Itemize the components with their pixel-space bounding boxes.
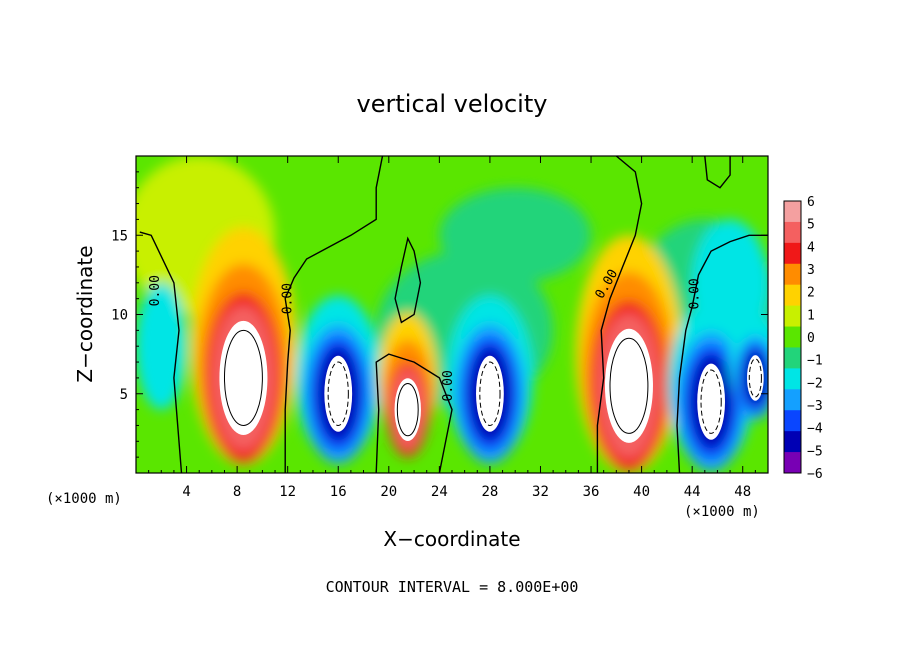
colorbar-swatch — [784, 221, 801, 244]
x-tick-label: 36 — [583, 484, 600, 500]
updraft-core — [219, 320, 268, 435]
x-tick-label: 16 — [330, 484, 347, 500]
contour-label: 0.00 — [280, 283, 295, 314]
colorbar-label: −2 — [807, 376, 823, 391]
field-cores — [219, 320, 764, 443]
x-unit-label-left: (×1000 m) — [46, 491, 122, 507]
downdraft-core — [476, 355, 504, 432]
negative-contour-line — [479, 361, 501, 426]
contour-labels: 0.00 0.000.000.00 0.00 — [148, 267, 703, 402]
colorbar-label: −4 — [807, 422, 823, 437]
x-tick-label: 28 — [481, 484, 498, 500]
field-blobs — [136, 156, 768, 473]
zero-contour-line — [596, 156, 643, 473]
colorbar-swatch — [784, 452, 801, 474]
colorbar-label: −1 — [807, 354, 823, 369]
contour-label: 0.00 — [441, 370, 456, 401]
colorbar-label: 6 — [807, 195, 815, 210]
contour-interval-footer: CONTOUR INTERVAL = 8.000E+00 — [326, 578, 579, 596]
contour-lines — [139, 156, 768, 473]
negative-contour-line — [700, 369, 722, 434]
contour-label: 0.00 — [687, 278, 702, 309]
zero-contour-line — [139, 231, 183, 473]
colorbar-swatch — [784, 284, 801, 307]
colorbar-label: 3 — [807, 263, 815, 278]
positive-contour-line — [223, 329, 263, 426]
positive-contour-line — [609, 337, 649, 434]
field-patch — [439, 187, 592, 283]
chart-title: vertical velocity — [357, 90, 548, 118]
x-tick-label: 48 — [734, 484, 751, 500]
colorbar-swatch — [784, 389, 801, 411]
colorbar-label: −5 — [807, 444, 823, 459]
negative-contour-line — [327, 361, 349, 426]
colorbar-label: 2 — [807, 286, 815, 301]
downdraft-core — [747, 355, 764, 401]
x-unit-label-right: (×1000 m) — [684, 504, 760, 520]
downdraft-core — [697, 363, 726, 440]
colorbar-swatch — [784, 347, 801, 369]
positive-contour-line — [396, 382, 419, 437]
colorbar: 6 5 4 3 2 1 0 −1 −2 −3 −4 −5 −6 — [783, 195, 823, 482]
colorbar-swatch — [784, 242, 801, 265]
x-tick-label: 4 — [182, 484, 190, 500]
x-tick-label: 32 — [532, 484, 549, 500]
y-axis-ticks: 5 10 15 — [111, 171, 768, 458]
x-tick-label: 44 — [684, 484, 701, 500]
zero-contour-line — [375, 353, 453, 473]
x-tick-label: 20 — [380, 484, 397, 500]
x-tick-label: 40 — [633, 484, 650, 500]
zero-contour-line — [394, 236, 422, 324]
contour-label: 0.00 — [148, 275, 163, 306]
x-tick-label: 8 — [233, 484, 241, 500]
y-tick-label: 10 — [111, 308, 128, 324]
colorbar-frame — [783, 200, 802, 474]
colorbar-swatch — [784, 410, 801, 432]
downdraft-core — [324, 355, 353, 432]
colorbar-label: 1 — [807, 308, 815, 323]
y-tick-label: 15 — [111, 228, 128, 244]
colorbar-swatch — [784, 368, 801, 390]
y-tick-label: 5 — [120, 387, 128, 403]
zero-contour-line — [704, 156, 731, 189]
colorbar-swatch — [784, 263, 801, 286]
velocity-field: 0.00 0.000.000.00 0.00 — [136, 156, 768, 473]
colorbar-label: −3 — [807, 399, 823, 414]
updraft-core — [604, 328, 653, 443]
colorbar-label: 5 — [807, 218, 815, 233]
colorbar-swatch — [784, 201, 801, 223]
zero-contour-line — [676, 234, 768, 473]
y-axis-label: Z−coordinate — [73, 245, 97, 382]
colorbar-swatch — [784, 326, 801, 348]
negative-contour-line — [748, 358, 762, 398]
colorbar-swatch — [784, 431, 801, 453]
x-tick-label: 24 — [431, 484, 448, 500]
colorbar-label: 4 — [807, 240, 815, 255]
zero-contour-line — [284, 156, 384, 473]
colorbar-label: 0 — [807, 331, 815, 346]
x-axis-ticks: 4 8 12 16 20 24 28 32 36 40 44 48 — [148, 156, 756, 500]
x-axis-label: X−coordinate — [383, 527, 520, 551]
colorbar-swatch — [784, 305, 801, 328]
updraft-core — [394, 378, 421, 441]
colorbar-label: −6 — [807, 467, 823, 482]
x-tick-label: 12 — [279, 484, 296, 500]
